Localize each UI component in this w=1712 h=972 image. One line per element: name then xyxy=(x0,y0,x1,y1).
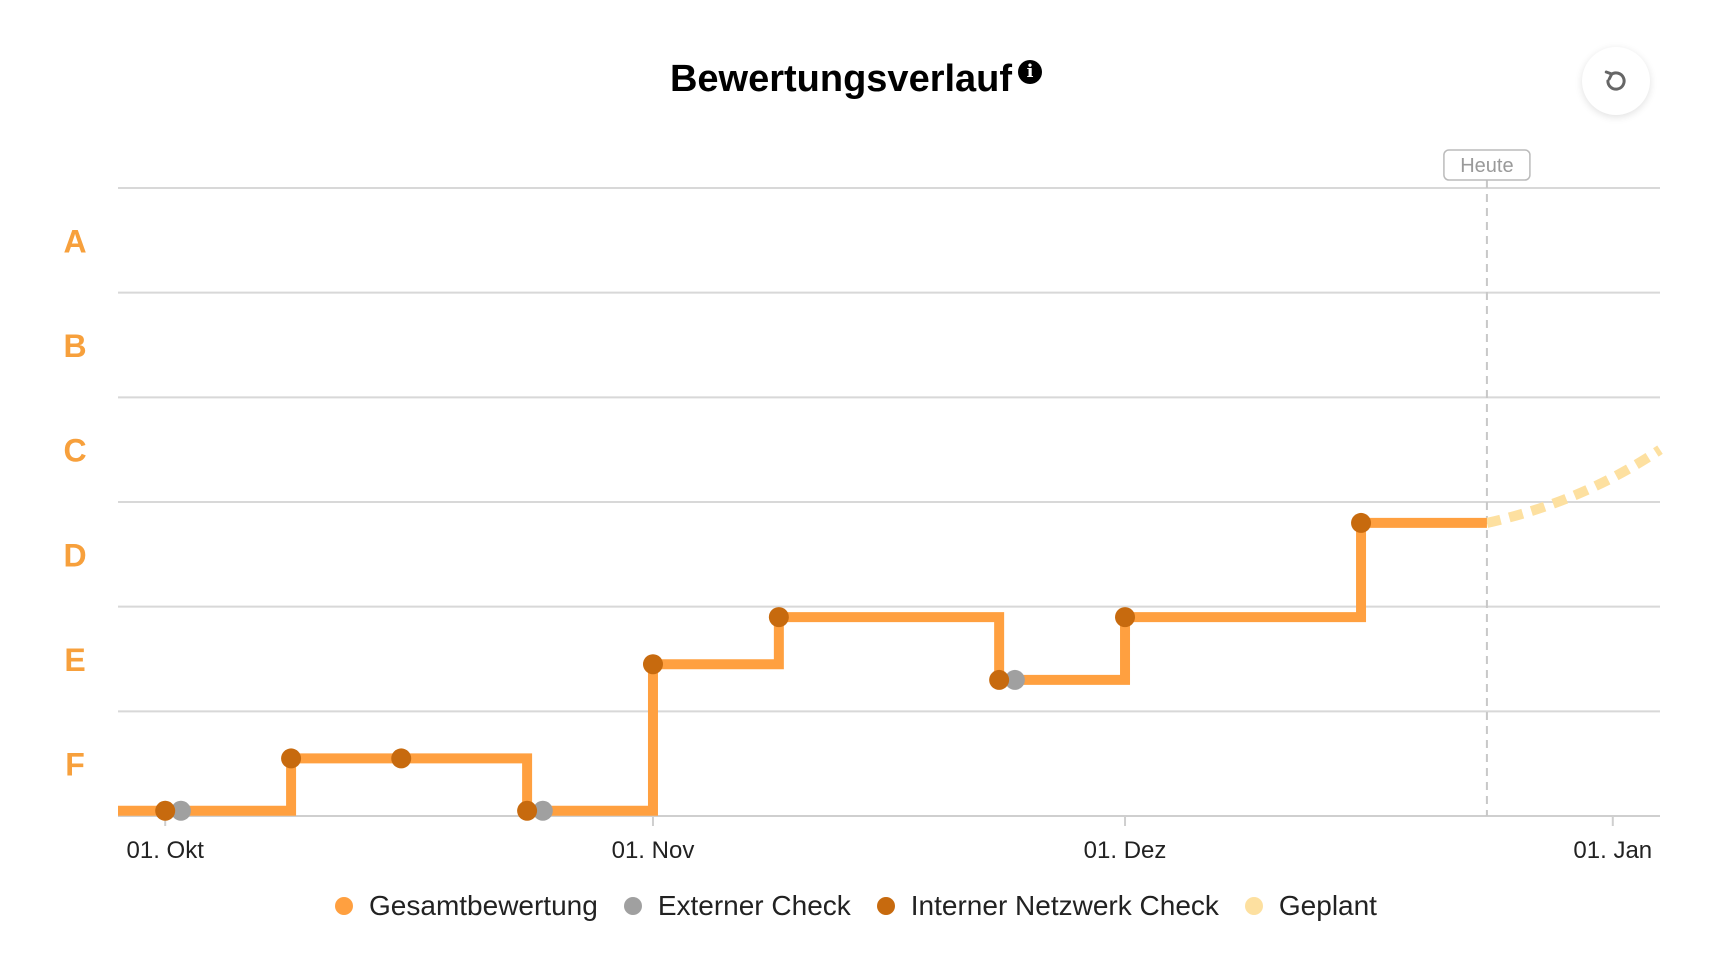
legend-item-interner-netzwerk-check[interactable]: Interner Netzwerk Check xyxy=(876,890,1219,922)
chart-legend: Gesamtbewertung Externer Check Interner … xyxy=(0,890,1712,922)
point-externer-check xyxy=(532,800,553,821)
today-label: Heute xyxy=(1460,155,1513,177)
point-externer-check xyxy=(170,800,191,821)
point-interner-netzwerk-check xyxy=(517,800,538,821)
point-interner-netzwerk-check xyxy=(989,669,1010,690)
y-tick-label-d: D xyxy=(63,537,86,573)
info-icon[interactable]: i xyxy=(1018,60,1043,84)
legend-dot xyxy=(876,897,895,915)
point-interner-netzwerk-check xyxy=(391,748,412,769)
chart-plot: A B C D E F 01. Okt 01. Nov 01. Dez 01. Jan Heute xyxy=(63,149,1663,864)
series-line-geplant xyxy=(1485,445,1663,528)
y-tick-label-c: C xyxy=(63,433,86,469)
x-tick-label: 01. Nov xyxy=(612,837,695,864)
y-tick-label-e: E xyxy=(64,642,85,678)
series-line-gesamtbewertung xyxy=(118,517,1487,816)
legend-item-externer-check[interactable]: Externer Check xyxy=(623,890,851,922)
legend-label: Externer Check xyxy=(657,890,851,921)
y-tick-label-a: A xyxy=(63,223,86,259)
point-interner-netzwerk-check xyxy=(281,748,302,769)
point-interner-netzwerk-check xyxy=(155,800,176,821)
point-interner-netzwerk-check xyxy=(1351,512,1372,533)
point-interner-netzwerk-check xyxy=(768,607,789,628)
legend-dot xyxy=(335,897,354,915)
y-tick-label-b: B xyxy=(63,328,86,364)
point-interner-netzwerk-check xyxy=(1115,607,1136,628)
legend-label: Geplant xyxy=(1278,890,1377,921)
legend-label: Gesamtbewertung xyxy=(369,890,598,921)
reset-zoom-button[interactable] xyxy=(1582,47,1650,115)
chart-title: Bewertungsverlauf xyxy=(669,58,1013,100)
legend-item-geplant[interactable]: Geplant xyxy=(1244,890,1377,922)
chart-header: Bewertungsverlauf i xyxy=(0,58,1712,101)
point-externer-check xyxy=(1004,669,1025,690)
point-interner-netzwerk-check xyxy=(642,654,663,675)
legend-dot xyxy=(1244,897,1263,915)
legend-item-gesamtbewertung[interactable]: Gesamtbewertung xyxy=(335,890,598,922)
x-tick-label: 01. Okt xyxy=(127,837,205,864)
legend-dot xyxy=(623,897,642,915)
y-tick-label-f: F xyxy=(65,747,85,783)
x-tick-label: 01. Jan xyxy=(1573,837,1652,864)
reset-icon xyxy=(1604,70,1626,91)
x-tick-label: 01. Dez xyxy=(1084,837,1167,864)
legend-label: Interner Netzwerk Check xyxy=(910,890,1219,921)
today-badge xyxy=(1443,149,1531,181)
